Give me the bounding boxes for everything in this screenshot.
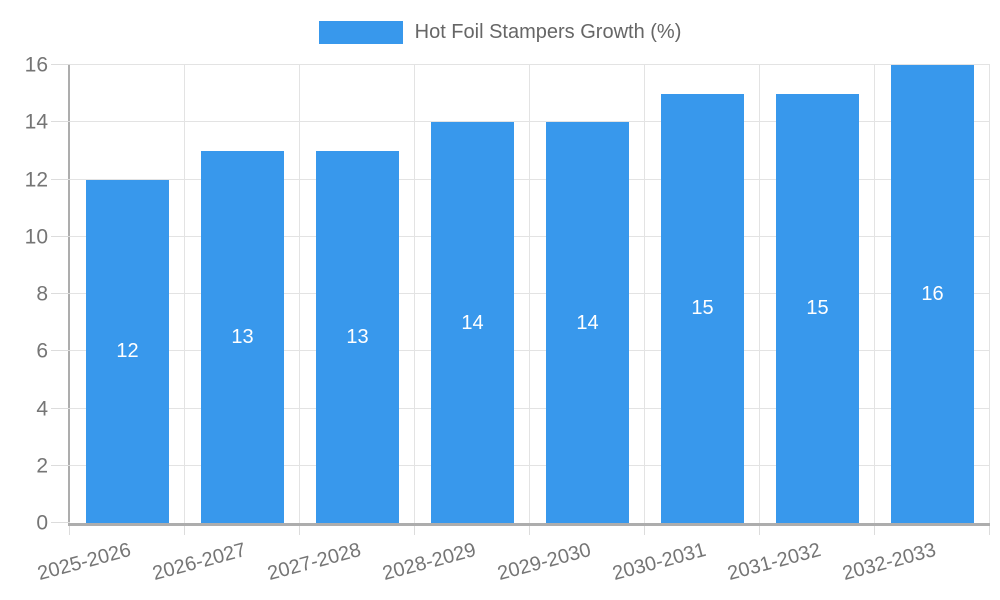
y-tick-mark <box>51 121 70 123</box>
x-tick-label: 2029-2030 <box>495 539 594 586</box>
v-gridline <box>529 65 530 523</box>
y-tick-label: 0 <box>36 511 48 535</box>
v-gridline <box>759 65 760 523</box>
x-tick-mark <box>184 526 185 535</box>
h-gridline <box>70 407 990 409</box>
x-tick-mark <box>69 526 70 535</box>
h-gridline <box>70 235 990 237</box>
y-tick-label: 10 <box>24 225 48 249</box>
bar[interactable]: 15 <box>661 93 744 523</box>
bar-value-label: 16 <box>921 283 944 305</box>
x-tick-mark <box>529 526 530 535</box>
y-tick-mark <box>51 178 70 180</box>
x-tick-mark <box>989 526 990 535</box>
y-tick-label: 16 <box>24 53 48 77</box>
y-tick-label: 4 <box>36 397 48 420</box>
v-gridline <box>299 65 300 523</box>
x-tick-mark <box>759 526 760 535</box>
plot-area: 12 13 13 14 14 15 15 16 <box>51 64 990 535</box>
x-tick-label: 2027-2028 <box>265 539 364 586</box>
chart-legend[interactable]: Hot Foil Stampers Growth (%) <box>0 17 1000 47</box>
y-tick-mark <box>51 522 70 523</box>
y-tick-mark <box>51 293 70 294</box>
h-gridline <box>70 464 990 466</box>
bar[interactable]: 12 <box>86 179 169 523</box>
bar-value-label: 14 <box>576 311 599 334</box>
v-gridline <box>874 65 875 523</box>
v-gridline <box>989 65 990 523</box>
y-tick-label: 12 <box>24 168 48 191</box>
y-tick-mark <box>51 350 70 352</box>
h-gridline <box>70 350 990 352</box>
y-tick-mark <box>51 407 70 409</box>
v-gridline <box>644 65 645 523</box>
y-tick-mark <box>51 235 70 237</box>
bar[interactable]: 14 <box>431 122 514 523</box>
bar-value-label: 14 <box>461 311 484 334</box>
v-gridline <box>414 65 415 523</box>
y-tick-label: 2 <box>36 454 48 478</box>
y-tick-label: 6 <box>36 339 48 363</box>
x-tick-label: 2032-2033 <box>840 539 939 586</box>
bar[interactable]: 15 <box>776 93 859 523</box>
h-gridline <box>70 64 990 65</box>
h-gridline <box>70 293 990 294</box>
bar-value-label: 13 <box>231 325 254 348</box>
bar-value-label: 12 <box>116 340 139 363</box>
y-tick-mark <box>51 64 70 65</box>
x-tick-label: 2030-2031 <box>610 539 709 586</box>
bar[interactable]: 14 <box>546 122 629 523</box>
x-tick-mark <box>299 526 300 535</box>
h-gridline <box>70 121 990 123</box>
x-tick-mark <box>414 526 415 535</box>
y-tick-mark <box>51 464 70 466</box>
v-gridline <box>184 65 185 523</box>
bar-value-label: 15 <box>806 297 829 320</box>
legend-swatch-icon <box>318 20 403 44</box>
bar[interactable]: 16 <box>891 65 974 523</box>
x-tick-label: 2026-2027 <box>150 539 249 586</box>
x-tick-mark <box>874 526 875 535</box>
bar[interactable]: 13 <box>316 150 399 523</box>
x-tick-label: 2031-2032 <box>725 539 824 586</box>
legend-label: Hot Foil Stampers Growth (%) <box>414 20 682 43</box>
bar-value-label: 15 <box>691 297 714 320</box>
bar[interactable]: 13 <box>201 150 284 523</box>
x-tick-label: 2025-2026 <box>35 539 134 586</box>
bar-value-label: 13 <box>346 325 369 348</box>
y-tick-label: 14 <box>24 110 48 134</box>
h-gridline <box>70 178 990 180</box>
y-tick-label: 8 <box>36 282 48 306</box>
x-tick-label: 2028-2029 <box>380 539 479 586</box>
x-tick-mark <box>644 526 645 535</box>
